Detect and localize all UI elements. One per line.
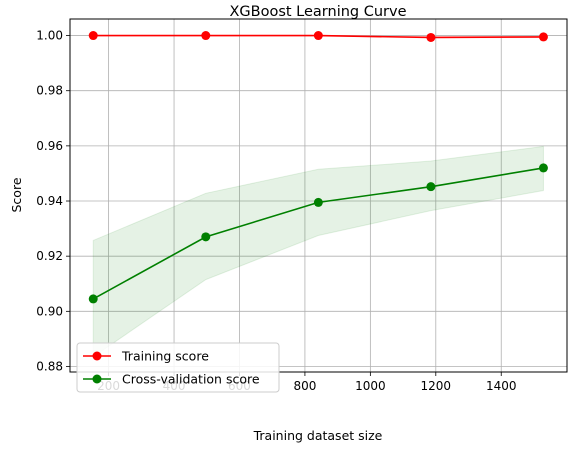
- legend-label-training: Training score: [121, 349, 209, 364]
- data-point: [313, 197, 323, 207]
- data-point: [426, 182, 436, 192]
- y-tick-label: 0.92: [36, 249, 63, 263]
- data-point: [538, 163, 548, 173]
- y-axis-label: Score: [9, 177, 24, 212]
- legend: Training score Cross-validation score: [76, 342, 280, 393]
- y-tick-label: 0.96: [36, 139, 63, 153]
- x-tick-label: 1400: [486, 379, 517, 393]
- x-tick-label: 1200: [421, 379, 452, 393]
- x-tick-label: 1000: [355, 379, 386, 393]
- legend-marker-cv: [92, 374, 102, 384]
- y-tick-label: 1.00: [36, 29, 63, 43]
- data-point: [88, 294, 98, 304]
- legend-marker-training: [92, 351, 102, 361]
- data-point: [426, 32, 436, 42]
- y-tick-label: 0.98: [36, 84, 63, 98]
- confidence-band-1: [92, 145, 544, 358]
- y-tick-label: 0.90: [36, 304, 63, 318]
- y-tick-label: 0.88: [36, 359, 63, 373]
- x-axis-label: Training dataset size: [253, 428, 383, 443]
- series-lines: [88, 31, 548, 304]
- data-point: [313, 31, 323, 41]
- plot-frame: [69, 18, 568, 373]
- data-point: [201, 232, 211, 242]
- data-point: [88, 31, 98, 41]
- chart-title: XGBoost Learning Curve: [229, 4, 406, 20]
- legend-label-cv: Cross-validation score: [122, 372, 260, 387]
- x-tick-label: 800: [293, 379, 316, 393]
- legend-box: [76, 342, 280, 393]
- data-point: [201, 31, 211, 41]
- y-tick-label: 0.94: [36, 194, 63, 208]
- data-point: [538, 32, 548, 42]
